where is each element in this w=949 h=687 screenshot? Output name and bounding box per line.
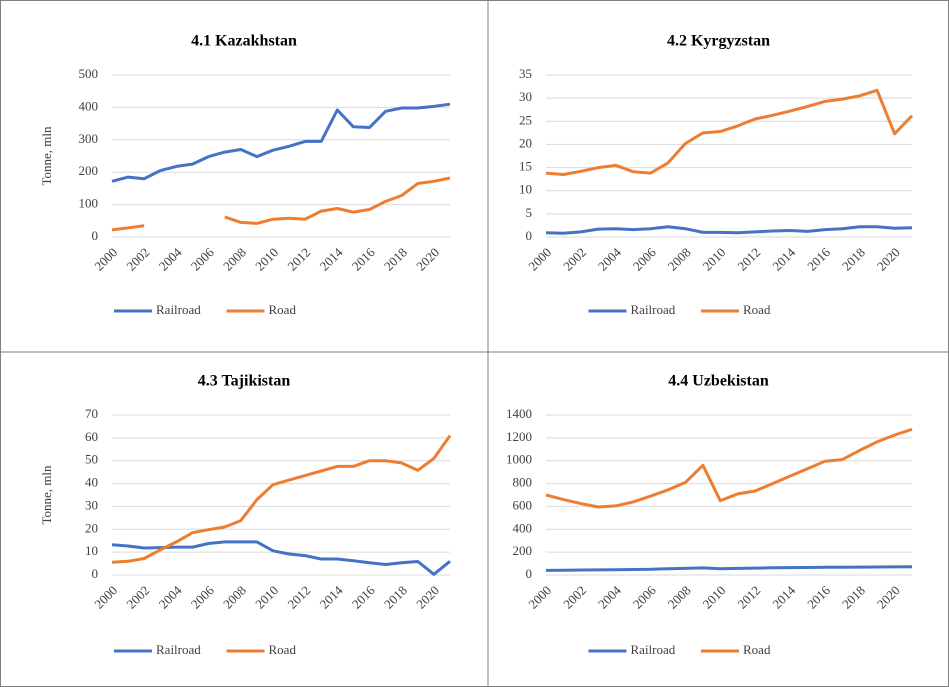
y-tick-label: 1200 [506, 429, 532, 444]
y-tick-label: 500 [79, 66, 99, 81]
series-line [111, 540, 451, 576]
y-tick-label: 300 [79, 131, 99, 146]
x-tick-label: 2016 [804, 244, 833, 273]
x-tick-label: 2002 [123, 583, 152, 612]
x-tick-label: 2006 [188, 244, 217, 273]
series-line [545, 427, 913, 509]
series-line [111, 434, 452, 564]
legend-label: Railroad [156, 642, 201, 657]
x-tick-label: 2020 [413, 583, 442, 612]
y-tick-label: 70 [85, 406, 98, 421]
y-tick-label: 0 [92, 228, 99, 243]
x-tick-label: 2014 [317, 582, 346, 611]
x-tick-label: 2016 [804, 582, 833, 611]
y-tick-label: 25 [519, 112, 532, 127]
x-tick-label: 2006 [630, 244, 659, 273]
x-tick-label: 2010 [252, 245, 281, 274]
legend-label: Road [269, 642, 297, 657]
series-line [111, 102, 451, 183]
x-tick-label: 2008 [220, 245, 249, 274]
x-tick-label: 2020 [874, 245, 903, 274]
x-tick-label: 2018 [381, 583, 410, 612]
x-tick-label: 2004 [156, 582, 185, 611]
series-line [545, 565, 913, 572]
x-tick-label: 2000 [525, 245, 554, 274]
legend-label: Road [269, 302, 297, 317]
x-tick-label: 2014 [769, 244, 798, 273]
x-tick-label: 2014 [317, 244, 346, 273]
y-tick-label: 20 [519, 135, 532, 150]
x-tick-label: 2012 [284, 583, 313, 612]
y-tick-label: 400 [513, 520, 533, 535]
x-tick-label: 2010 [700, 583, 729, 612]
x-tick-label: 2002 [560, 245, 589, 274]
x-tick-label: 2020 [413, 245, 442, 274]
series-line [111, 176, 451, 232]
y-tick-label: 15 [519, 159, 532, 174]
x-tick-label: 2002 [560, 583, 589, 612]
x-tick-label: 2008 [220, 583, 249, 612]
legend-label: Road [743, 302, 771, 317]
chart-title: 4.1 Kazakhstan [191, 33, 297, 50]
y-tick-label: 10 [519, 182, 532, 197]
chart-title: 4.3 Tajikistan [198, 373, 291, 390]
y-tick-label: 35 [519, 66, 532, 81]
y-tick-label: 1400 [506, 406, 532, 421]
y-tick-label: 50 [85, 452, 98, 467]
y-tick-label: 200 [79, 163, 99, 178]
x-tick-label: 2012 [734, 245, 763, 274]
y-axis-label: Tonne, mln [39, 126, 54, 186]
series-line [545, 88, 914, 176]
y-tick-label: 0 [92, 566, 99, 581]
y-tick-label: 5 [526, 205, 533, 220]
y-tick-label: 100 [79, 196, 99, 211]
chart-title: 4.4 Uzbekistan [668, 373, 769, 390]
y-tick-label: 0 [526, 566, 533, 581]
y-tick-label: 20 [85, 520, 98, 535]
x-tick-label: 2006 [630, 582, 659, 611]
x-tick-label: 2006 [188, 582, 217, 611]
y-tick-label: 400 [79, 98, 99, 113]
series-line [545, 225, 913, 235]
x-tick-label: 2016 [349, 244, 378, 273]
x-tick-label: 2004 [595, 244, 624, 273]
x-tick-label: 2002 [123, 245, 152, 274]
y-tick-label: 600 [513, 497, 533, 512]
x-tick-label: 2004 [595, 582, 624, 611]
legend-label: Road [743, 642, 771, 657]
x-tick-label: 2000 [91, 583, 120, 612]
y-tick-label: 200 [513, 543, 533, 558]
x-tick-label: 2000 [525, 583, 554, 612]
x-tick-label: 2000 [91, 245, 120, 274]
y-tick-label: 40 [85, 475, 98, 490]
x-tick-label: 2012 [284, 245, 313, 274]
x-tick-label: 2012 [734, 583, 763, 612]
y-tick-label: 800 [513, 475, 533, 490]
y-tick-label: 30 [85, 497, 98, 512]
y-tick-label: 60 [85, 429, 98, 444]
x-tick-label: 2008 [665, 245, 694, 274]
x-tick-label: 2020 [874, 583, 903, 612]
chart-title: 4.2 Kyrgyzstan [667, 33, 770, 50]
x-tick-label: 2008 [665, 583, 694, 612]
x-tick-label: 2016 [349, 582, 378, 611]
x-tick-label: 2018 [839, 583, 868, 612]
y-tick-label: 30 [519, 89, 532, 104]
legend-label: Railroad [631, 642, 676, 657]
y-tick-label: 0 [526, 228, 533, 243]
y-tick-label: 1000 [506, 452, 532, 467]
x-tick-label: 2018 [381, 245, 410, 274]
x-tick-label: 2010 [252, 583, 281, 612]
x-tick-label: 2004 [156, 244, 185, 273]
y-tick-label: 10 [85, 543, 98, 558]
y-axis-label: Tonne, mln [39, 465, 54, 525]
x-tick-label: 2018 [839, 245, 868, 274]
x-tick-label: 2014 [769, 582, 798, 611]
legend-label: Railroad [631, 302, 676, 317]
x-tick-label: 2010 [700, 245, 729, 274]
legend-label: Railroad [156, 302, 201, 317]
